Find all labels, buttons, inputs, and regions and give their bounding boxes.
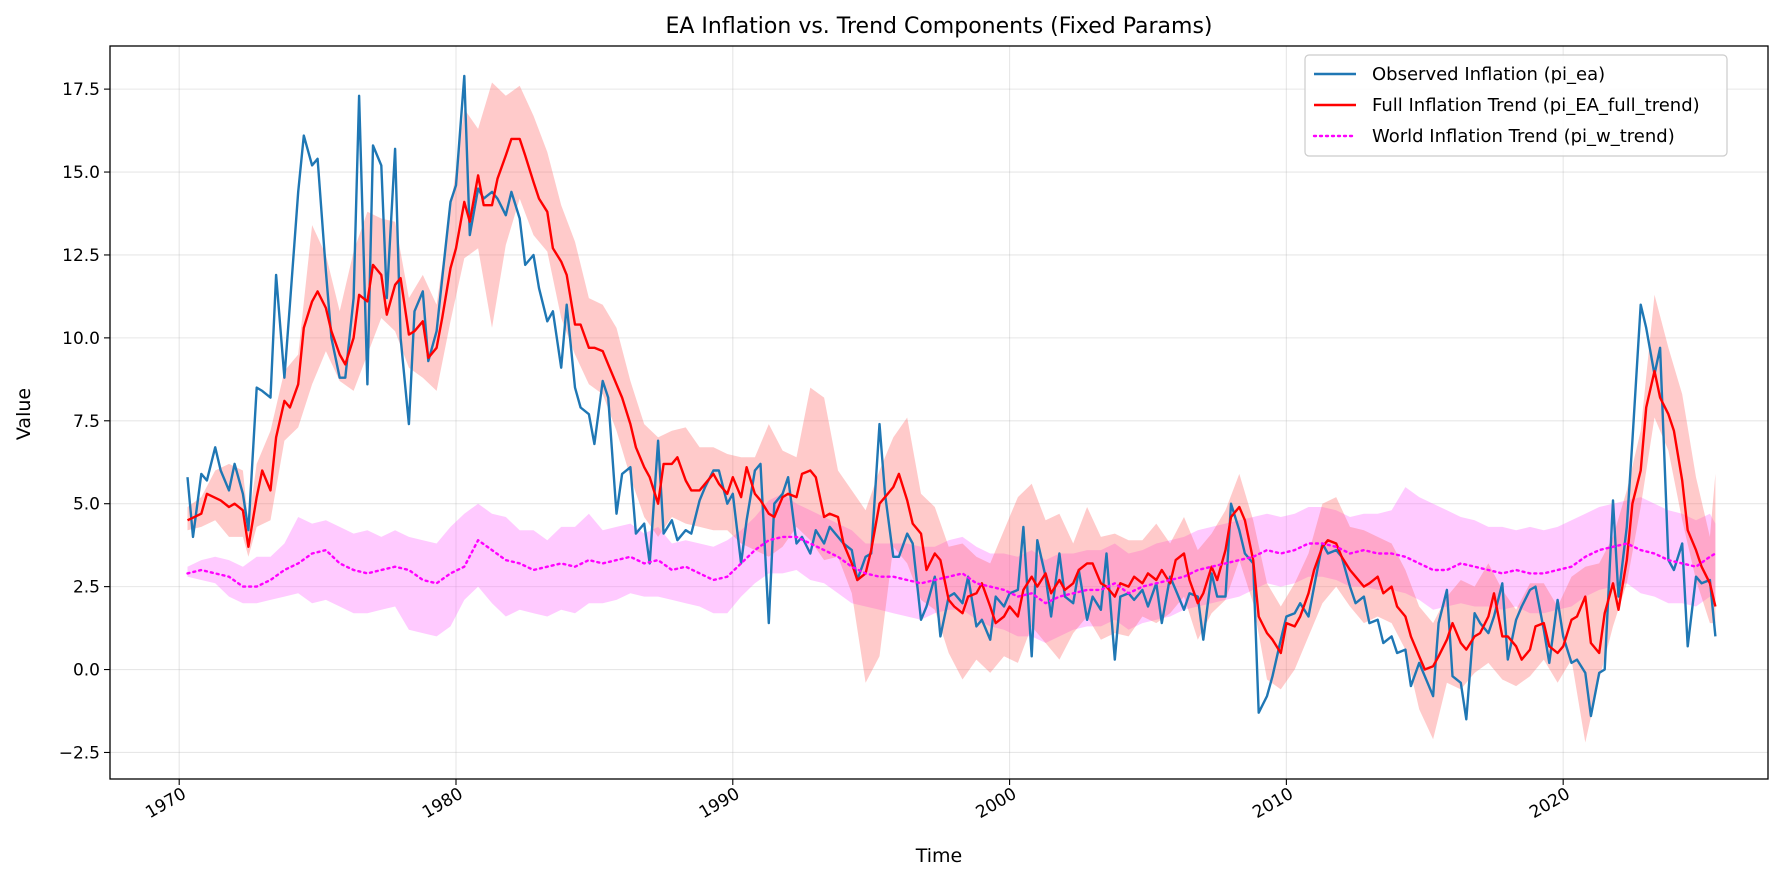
series-lines: [186, 74, 1717, 721]
legend: Observed Inflation (pi_ea) Full Inflatio…: [1304, 54, 1728, 157]
x-axis: 1970 1980 1990 2000 2010 2020: [142, 779, 1574, 823]
full-inflation-trend-line: [186, 137, 1717, 671]
world-trend-band: [187, 487, 1716, 643]
legend-label-world-trend: World Inflation Trend (pi_w_trend): [1372, 126, 1675, 147]
y-tick-label: 2.5: [73, 578, 100, 598]
x-tick-label: 2020: [1526, 784, 1573, 823]
confidence-bands: [187, 82, 1716, 743]
legend-box: [1304, 54, 1728, 157]
plot-frame: [109, 45, 1769, 780]
y-tick-label: 12.5: [62, 246, 100, 266]
y-tick-label: 0.0: [73, 661, 100, 681]
full-trend-band: [187, 82, 1716, 743]
y-axis: −2.5 0.0 2.5 5.0 7.5 10.0 12.5 15.0 17.5: [59, 80, 110, 763]
observed-inflation-line: [186, 74, 1717, 721]
x-tick-label: 1990: [696, 784, 743, 823]
x-tick-label: 1980: [419, 784, 466, 823]
y-axis-label: Value: [13, 388, 35, 440]
x-tick-label: 2010: [1249, 784, 1296, 823]
y-tick-label: 10.0: [62, 329, 100, 349]
x-tick-label: 1970: [142, 784, 189, 823]
y-tick-label: 17.5: [62, 80, 100, 100]
grid: [110, 46, 1768, 779]
y-tick-label: 5.0: [73, 495, 100, 515]
chart-title: EA Inflation vs. Trend Components (Fixed…: [665, 14, 1212, 39]
x-tick-label: 2000: [973, 784, 1020, 823]
legend-label-full-trend: Full Inflation Trend (pi_EA_full_trend): [1372, 95, 1700, 116]
y-tick-label: 7.5: [73, 412, 100, 432]
x-axis-label: Time: [915, 845, 963, 867]
y-tick-label: −2.5: [59, 743, 100, 763]
world-inflation-trend-line: [186, 535, 1717, 605]
legend-label-observed: Observed Inflation (pi_ea): [1372, 64, 1605, 85]
y-tick-label: 15.0: [62, 163, 100, 183]
